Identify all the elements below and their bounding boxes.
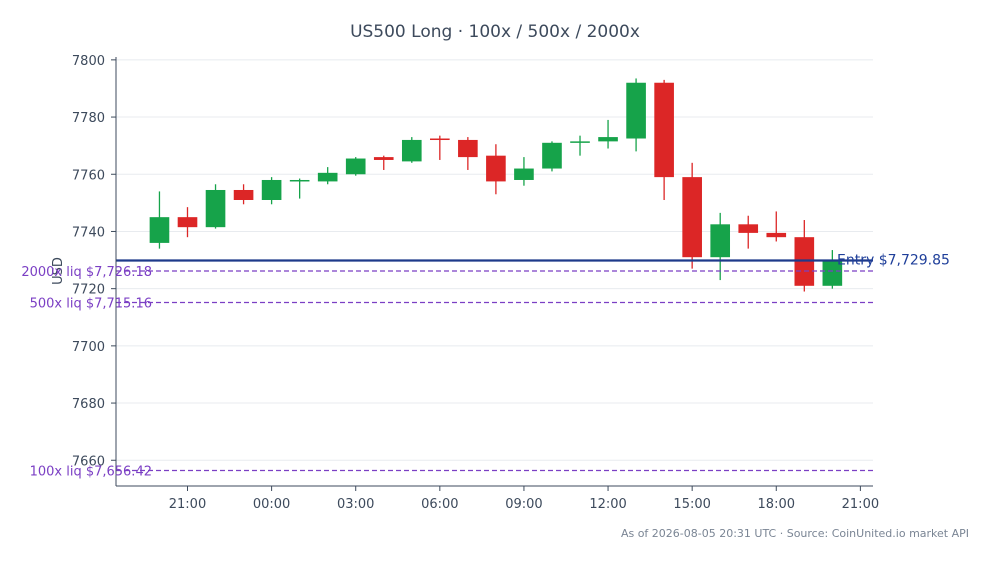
y-tick-labels: 7660 7680 7700 7720 7740 7760 7780 7800 <box>72 54 116 469</box>
candle-body <box>570 141 590 143</box>
candle-up <box>345 157 366 176</box>
liquidation-label: 2000x liq $7,726.18 <box>21 265 152 280</box>
axes <box>115 57 873 487</box>
x-tick-label: 18:00 <box>758 497 795 512</box>
candles <box>149 78 843 292</box>
candle-up <box>149 191 170 249</box>
x-tick-label: 21:00 <box>169 497 206 512</box>
x-tick-label: 03:00 <box>337 497 374 512</box>
candle-body <box>261 179 282 200</box>
candle-down <box>177 207 198 238</box>
candle-up <box>598 119 618 149</box>
candle-body <box>401 139 422 162</box>
y-tick-label: 7780 <box>72 111 105 126</box>
chart-title: US500 Long · 100x / 500x / 2000x <box>350 22 640 42</box>
candle-body <box>373 157 394 160</box>
candle-up <box>626 78 646 152</box>
x-tick-label: 09:00 <box>505 497 542 512</box>
y-tick-label: 7700 <box>72 340 105 355</box>
x-tick-label: 15:00 <box>673 497 710 512</box>
candle-body <box>542 142 562 169</box>
y-tick-label: 7680 <box>72 397 105 412</box>
candle-down <box>373 155 394 170</box>
candle-up <box>542 141 562 172</box>
entry-label: Entry $7,729.85 <box>837 252 950 268</box>
candle-up <box>401 137 422 163</box>
candle-down <box>458 137 478 170</box>
candle-body <box>598 137 618 142</box>
candle-body <box>626 82 646 139</box>
candle-up <box>570 135 590 156</box>
y-tick-label: 7660 <box>72 454 105 469</box>
candle-body <box>766 232 787 238</box>
candle-body <box>317 172 338 182</box>
candle-down <box>430 135 450 160</box>
y-tick-label: 7800 <box>72 54 105 69</box>
candle-down <box>682 162 702 269</box>
candle-body <box>233 189 254 200</box>
candle-down <box>233 184 254 205</box>
candle-up <box>317 167 338 185</box>
candle-down <box>654 79 674 200</box>
y-axis-label: USD <box>51 257 66 285</box>
candle-body <box>486 155 506 182</box>
footer-source: As of 2026-08-05 20:31 UTC · Source: Coi… <box>621 527 969 540</box>
price-levels <box>116 259 873 472</box>
y-tick-label: 7760 <box>72 168 105 183</box>
candle-body <box>177 217 198 228</box>
candle-body <box>205 189 226 228</box>
candle-body <box>822 260 843 286</box>
x-tick-label: 00:00 <box>253 497 290 512</box>
y-tick-label: 7740 <box>72 225 105 240</box>
candle-down <box>486 144 506 195</box>
candle-up <box>205 184 226 229</box>
candle-down <box>794 220 815 292</box>
candle-body <box>149 217 170 243</box>
x-tick-labels: 21:00 00:00 03:00 06:00 09:00 12:00 15:00 18:00… <box>169 486 879 512</box>
candle-body <box>514 168 534 180</box>
candle-down <box>766 211 787 242</box>
y-tick-label: 7720 <box>72 283 105 298</box>
candle-body <box>710 224 731 258</box>
liquidation-label: 500x liq $7,715.16 <box>30 297 152 312</box>
candle-body <box>289 179 310 182</box>
candle-up <box>289 178 310 199</box>
candle-up <box>514 157 534 186</box>
x-tick-label: 06:00 <box>421 497 458 512</box>
x-tick-label: 12:00 <box>589 497 626 512</box>
candle-body <box>458 139 478 158</box>
candle-down <box>738 215 759 249</box>
candle-body <box>682 177 702 258</box>
candle-up <box>822 250 843 289</box>
x-tick-label: 21:00 <box>842 497 879 512</box>
candle-body <box>654 82 674 178</box>
liquidation-label: 100x liq $7,656.42 <box>30 464 152 479</box>
candle-body <box>430 138 450 141</box>
candle-up <box>710 212 731 281</box>
candle-body <box>738 224 759 233</box>
candle-up <box>261 177 282 205</box>
price-level-labels: 2000x liq $7,726.18 500x liq $7,715.16 100… <box>21 252 950 479</box>
candle-body <box>345 158 366 175</box>
